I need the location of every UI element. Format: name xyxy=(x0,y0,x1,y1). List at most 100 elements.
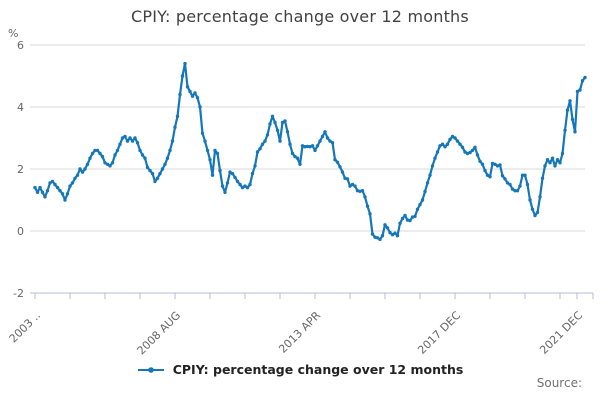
data-point-marker[interactable] xyxy=(510,187,515,191)
data-point-marker[interactable] xyxy=(248,182,252,187)
data-point-marker[interactable] xyxy=(293,154,297,159)
data-point-marker[interactable] xyxy=(145,165,150,170)
data-point-marker[interactable] xyxy=(543,164,547,168)
data-point-marker[interactable] xyxy=(520,173,525,177)
data-point-marker[interactable] xyxy=(140,153,145,157)
data-point-marker[interactable] xyxy=(338,165,342,169)
data-point-marker[interactable] xyxy=(450,134,455,139)
data-point-marker[interactable] xyxy=(418,202,422,207)
data-point-marker[interactable] xyxy=(123,134,127,139)
data-point-marker[interactable] xyxy=(533,213,537,218)
data-point-marker[interactable] xyxy=(200,131,205,135)
data-point-marker[interactable] xyxy=(270,114,275,119)
data-point-marker[interactable] xyxy=(420,198,425,202)
data-point-marker[interactable] xyxy=(78,167,82,171)
data-point-marker[interactable] xyxy=(168,148,172,153)
data-point-marker[interactable] xyxy=(545,158,550,162)
data-point-marker[interactable] xyxy=(540,176,545,180)
data-point-marker[interactable] xyxy=(35,190,40,194)
data-point-marker[interactable] xyxy=(75,173,80,177)
data-point-marker[interactable] xyxy=(175,114,180,119)
data-point-marker[interactable] xyxy=(563,128,567,132)
data-point-marker[interactable] xyxy=(430,164,435,168)
data-point-marker[interactable] xyxy=(298,162,302,166)
data-point-marker[interactable] xyxy=(283,119,287,123)
data-point-marker[interactable] xyxy=(120,136,125,140)
data-point-marker[interactable] xyxy=(268,122,272,126)
data-point-marker[interactable] xyxy=(408,218,412,223)
data-point-marker[interactable] xyxy=(440,142,445,146)
data-point-marker[interactable] xyxy=(103,161,107,165)
data-point-marker[interactable] xyxy=(378,237,382,242)
data-point-marker[interactable] xyxy=(553,164,557,168)
data-point-marker[interactable] xyxy=(165,156,170,160)
data-point-marker[interactable] xyxy=(478,159,482,163)
data-point-marker[interactable] xyxy=(568,99,572,103)
data-point-marker[interactable] xyxy=(173,125,177,129)
data-point-marker[interactable] xyxy=(448,137,452,142)
data-point-marker[interactable] xyxy=(413,214,417,219)
data-point-marker[interactable] xyxy=(113,153,117,157)
data-point-marker[interactable] xyxy=(325,136,330,140)
data-point-marker[interactable] xyxy=(310,144,315,148)
data-point-marker[interactable] xyxy=(128,136,132,140)
data-point-marker[interactable] xyxy=(43,195,47,199)
data-point-marker[interactable] xyxy=(345,177,350,181)
data-point-marker[interactable] xyxy=(50,179,55,184)
legend-item[interactable]: CPIY: percentage change over 12 months xyxy=(0,362,600,377)
data-point-marker[interactable] xyxy=(108,164,112,168)
data-point-marker[interactable] xyxy=(203,139,207,143)
data-point-marker[interactable] xyxy=(83,167,87,171)
data-point-marker[interactable] xyxy=(555,158,560,162)
data-point-marker[interactable] xyxy=(513,189,517,193)
data-point-marker[interactable] xyxy=(255,150,260,154)
data-point-marker[interactable] xyxy=(433,156,437,160)
data-point-marker[interactable] xyxy=(193,91,197,95)
data-point-marker[interactable] xyxy=(230,171,235,176)
data-point-marker[interactable] xyxy=(68,184,72,188)
data-point-marker[interactable] xyxy=(483,168,487,173)
data-point-marker[interactable] xyxy=(583,75,587,80)
data-point-marker[interactable] xyxy=(163,162,167,166)
data-point-marker[interactable] xyxy=(518,184,522,188)
data-point-marker[interactable] xyxy=(133,136,137,140)
data-point-marker[interactable] xyxy=(415,207,420,211)
data-point-marker[interactable] xyxy=(33,185,37,190)
data-point-marker[interactable] xyxy=(365,204,370,208)
data-point-marker[interactable] xyxy=(250,171,255,176)
data-point-marker[interactable] xyxy=(265,133,270,137)
data-point-marker[interactable] xyxy=(380,234,385,238)
data-point-marker[interactable] xyxy=(535,210,540,215)
data-point-marker[interactable] xyxy=(335,160,340,164)
data-point-marker[interactable] xyxy=(205,148,210,153)
data-point-marker[interactable] xyxy=(550,156,555,160)
data-point-marker[interactable] xyxy=(348,184,352,188)
data-point-marker[interactable] xyxy=(225,181,230,185)
data-point-marker[interactable] xyxy=(223,190,227,194)
data-point-marker[interactable] xyxy=(473,145,477,149)
data-point-marker[interactable] xyxy=(370,232,375,236)
data-point-marker[interactable] xyxy=(363,195,367,199)
data-point-marker[interactable] xyxy=(573,130,577,134)
data-point-marker[interactable] xyxy=(375,236,380,240)
data-point-marker[interactable] xyxy=(453,136,457,140)
data-point-marker[interactable] xyxy=(280,120,285,125)
data-point-marker[interactable] xyxy=(460,145,465,149)
data-point-marker[interactable] xyxy=(80,170,85,174)
data-point-marker[interactable] xyxy=(195,96,200,100)
data-point-marker[interactable] xyxy=(428,173,432,177)
data-point-marker[interactable] xyxy=(560,151,565,156)
data-point-marker[interactable] xyxy=(155,176,160,180)
data-point-marker[interactable] xyxy=(150,171,155,176)
data-point-marker[interactable] xyxy=(188,89,192,94)
data-point-marker[interactable] xyxy=(575,89,580,94)
data-point-marker[interactable] xyxy=(305,144,310,149)
data-point-marker[interactable] xyxy=(138,148,142,153)
data-point-marker[interactable] xyxy=(508,182,512,187)
data-point-marker[interactable] xyxy=(275,128,280,132)
data-point-marker[interactable] xyxy=(570,117,575,122)
data-point-marker[interactable] xyxy=(55,185,60,190)
data-point-marker[interactable] xyxy=(135,141,140,145)
data-point-marker[interactable] xyxy=(500,174,505,178)
data-point-marker[interactable] xyxy=(330,141,335,145)
